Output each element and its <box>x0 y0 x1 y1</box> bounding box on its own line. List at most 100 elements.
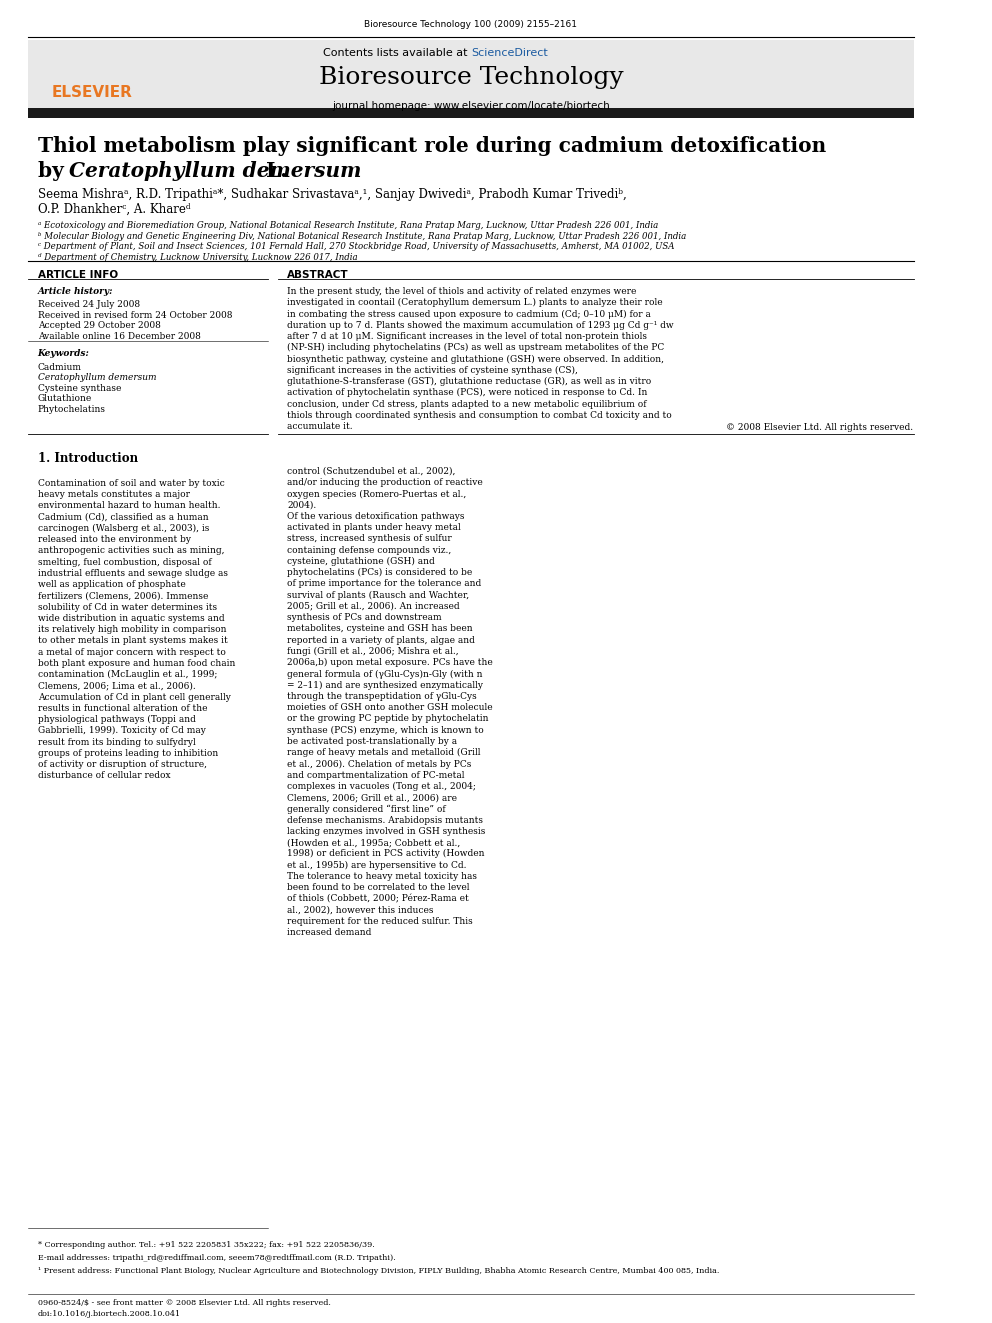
Text: O.P. Dhankherᶜ, A. Khareᵈ: O.P. Dhankherᶜ, A. Khareᵈ <box>38 202 190 216</box>
Text: © 2008 Elsevier Ltd. All rights reserved.: © 2008 Elsevier Ltd. All rights reserved… <box>726 423 914 433</box>
Text: both plant exposure and human food chain: both plant exposure and human food chain <box>38 659 235 668</box>
Text: phytochelatins (PCs) is considered to be: phytochelatins (PCs) is considered to be <box>288 569 472 577</box>
Text: journal homepage: www.elsevier.com/locate/biortech: journal homepage: www.elsevier.com/locat… <box>332 101 610 111</box>
Text: thiols through coordinated synthesis and consumption to combat Cd toxicity and t: thiols through coordinated synthesis and… <box>288 410 672 419</box>
Text: survival of plants (Rausch and Wachter,: survival of plants (Rausch and Wachter, <box>288 590 469 599</box>
Text: metabolites, cysteine and GSH has been: metabolites, cysteine and GSH has been <box>288 624 473 634</box>
Text: of thiols (Cobbett, 2000; Pérez-Rama et: of thiols (Cobbett, 2000; Pérez-Rama et <box>288 894 469 904</box>
Text: and compartmentalization of PC-metal: and compartmentalization of PC-metal <box>288 770 464 779</box>
Text: generally considered “first line” of: generally considered “first line” of <box>288 804 445 814</box>
Text: lacking enzymes involved in GSH synthesis: lacking enzymes involved in GSH synthesi… <box>288 827 486 836</box>
Text: et al., 2006). Chelation of metals by PCs: et al., 2006). Chelation of metals by PC… <box>288 759 471 769</box>
Text: Ceratophyllum demersum: Ceratophyllum demersum <box>68 161 361 181</box>
Text: Clemens, 2006; Lima et al., 2006).: Clemens, 2006; Lima et al., 2006). <box>38 681 195 691</box>
Text: well as application of phosphate: well as application of phosphate <box>38 579 186 589</box>
Text: Glutathione: Glutathione <box>38 394 92 404</box>
Text: = 2–11) and are synthesized enzymatically: = 2–11) and are synthesized enzymaticall… <box>288 680 483 689</box>
Text: environmental hazard to human health.: environmental hazard to human health. <box>38 501 220 511</box>
Text: be activated post-translationally by a: be activated post-translationally by a <box>288 737 457 746</box>
Text: anthropogenic activities such as mining,: anthropogenic activities such as mining, <box>38 546 224 556</box>
Text: ARTICLE INFO: ARTICLE INFO <box>38 270 118 280</box>
Text: conclusion, under Cd stress, plants adapted to a new metabolic equilibrium of: conclusion, under Cd stress, plants adap… <box>288 400 647 409</box>
Text: requirement for the reduced sulfur. This: requirement for the reduced sulfur. This <box>288 917 473 926</box>
Text: biosynthetic pathway, cysteine and glutathione (GSH) were observed. In addition,: biosynthetic pathway, cysteine and gluta… <box>288 355 665 364</box>
Text: Keywords:: Keywords: <box>38 349 89 359</box>
Text: stress, increased synthesis of sulfur: stress, increased synthesis of sulfur <box>288 534 452 544</box>
Text: doi:10.1016/j.biortech.2008.10.041: doi:10.1016/j.biortech.2008.10.041 <box>38 1310 181 1318</box>
Text: ELSEVIER: ELSEVIER <box>52 85 133 99</box>
Text: 2005; Grill et al., 2006). An increased: 2005; Grill et al., 2006). An increased <box>288 602 460 611</box>
Text: control (Schutzendubel et al., 2002),: control (Schutzendubel et al., 2002), <box>288 467 455 476</box>
Text: Accepted 29 October 2008: Accepted 29 October 2008 <box>38 321 161 331</box>
Text: in combating the stress caused upon exposure to cadmium (Cd; 0–10 μM) for a: in combating the stress caused upon expo… <box>288 310 651 319</box>
Text: ᵇ Molecular Biology and Genetic Engineering Div, National Botanical Research Ins: ᵇ Molecular Biology and Genetic Engineer… <box>38 232 685 241</box>
Text: investigated in coontail (Ceratophyllum demersum L.) plants to analyze their rol: investigated in coontail (Ceratophyllum … <box>288 298 663 307</box>
Text: range of heavy metals and metalloid (Grill: range of heavy metals and metalloid (Gri… <box>288 749 481 757</box>
Text: et al., 1995b) are hypersensitive to Cd.: et al., 1995b) are hypersensitive to Cd. <box>288 861 467 869</box>
Text: Clemens, 2006; Grill et al., 2006) are: Clemens, 2006; Grill et al., 2006) are <box>288 794 457 802</box>
Text: released into the environment by: released into the environment by <box>38 534 190 544</box>
Text: E-mail addresses: tripathi_rd@rediffmail.com, seeem78@rediffmail.com (R.D. Tripa: E-mail addresses: tripathi_rd@rediffmail… <box>38 1254 396 1262</box>
Text: Contents lists available at: Contents lists available at <box>323 48 471 58</box>
Text: contamination (McLauglin et al., 1999;: contamination (McLauglin et al., 1999; <box>38 669 217 679</box>
Text: 1. Introduction: 1. Introduction <box>38 452 138 466</box>
Text: moieties of GSH onto another GSH molecule: moieties of GSH onto another GSH molecul… <box>288 704 493 712</box>
Text: complexes in vacuoles (Tong et al., 2004;: complexes in vacuoles (Tong et al., 2004… <box>288 782 476 791</box>
Text: Bioresource Technology 100 (2009) 2155–2161: Bioresource Technology 100 (2009) 2155–2… <box>364 20 577 29</box>
Text: Cadmium: Cadmium <box>38 363 81 372</box>
Text: results in functional alteration of the: results in functional alteration of the <box>38 704 207 713</box>
Text: industrial effluents and sewage sludge as: industrial effluents and sewage sludge a… <box>38 569 228 578</box>
Text: solubility of Cd in water determines its: solubility of Cd in water determines its <box>38 602 217 611</box>
Text: carcinogen (Walsberg et al., 2003), is: carcinogen (Walsberg et al., 2003), is <box>38 524 209 533</box>
Text: Of the various detoxification pathways: Of the various detoxification pathways <box>288 512 464 521</box>
Text: or the growing PC peptide by phytochelatin: or the growing PC peptide by phytochelat… <box>288 714 489 724</box>
Text: Ceratophyllum demersum: Ceratophyllum demersum <box>38 373 156 382</box>
Text: Phytochelatins: Phytochelatins <box>38 405 106 414</box>
Text: The tolerance to heavy metal toxicity has: The tolerance to heavy metal toxicity ha… <box>288 872 477 881</box>
Text: ABSTRACT: ABSTRACT <box>288 270 349 280</box>
Text: containing defense compounds viz.,: containing defense compounds viz., <box>288 545 451 554</box>
Text: Thiol metabolism play significant role during cadmium detoxification: Thiol metabolism play significant role d… <box>38 136 826 156</box>
Text: its relatively high mobility in comparison: its relatively high mobility in comparis… <box>38 626 226 634</box>
Text: been found to be correlated to the level: been found to be correlated to the level <box>288 884 470 892</box>
Text: In the present study, the level of thiols and activity of related enzymes were: In the present study, the level of thiol… <box>288 287 637 296</box>
Text: Article history:: Article history: <box>38 287 113 296</box>
Text: Gabbrielli, 1999). Toxicity of Cd may: Gabbrielli, 1999). Toxicity of Cd may <box>38 726 205 736</box>
Text: general formula of (γGlu-Cys)n-Gly (with n: general formula of (γGlu-Cys)n-Gly (with… <box>288 669 483 679</box>
FancyBboxPatch shape <box>28 40 914 110</box>
Text: through the transpeptidation of γGlu-Cys: through the transpeptidation of γGlu-Cys <box>288 692 477 701</box>
Text: ᵃ Ecotoxicology and Bioremediation Group, National Botanical Research Institute,: ᵃ Ecotoxicology and Bioremediation Group… <box>38 221 658 230</box>
Text: after 7 d at 10 μM. Significant increases in the level of total non-protein thio: after 7 d at 10 μM. Significant increase… <box>288 332 647 341</box>
Text: cysteine, glutathione (GSH) and: cysteine, glutathione (GSH) and <box>288 557 435 566</box>
Text: Accumulation of Cd in plant cell generally: Accumulation of Cd in plant cell general… <box>38 692 230 701</box>
Text: ᵈ Department of Chemistry, Lucknow University, Lucknow 226 017, India: ᵈ Department of Chemistry, Lucknow Unive… <box>38 253 357 262</box>
Text: ᶜ Department of Plant, Soil and Insect Sciences, 101 Fernald Hall, 270 Stockbrid: ᶜ Department of Plant, Soil and Insect S… <box>38 242 675 251</box>
Text: and/or inducing the production of reactive: and/or inducing the production of reacti… <box>288 478 483 487</box>
Text: al., 2002), however this induces: al., 2002), however this induces <box>288 905 434 914</box>
Text: result from its binding to sulfydryl: result from its binding to sulfydryl <box>38 738 195 746</box>
Text: duration up to 7 d. Plants showed the maximum accumulation of 1293 μg Cd g⁻¹ dw: duration up to 7 d. Plants showed the ma… <box>288 320 674 329</box>
Text: (NP-SH) including phytochelatins (PCs) as well as upstream metabolites of the PC: (NP-SH) including phytochelatins (PCs) a… <box>288 343 665 352</box>
Text: Bioresource Technology: Bioresource Technology <box>318 66 623 89</box>
Text: physiological pathways (Toppi and: physiological pathways (Toppi and <box>38 714 195 724</box>
Text: accumulate it.: accumulate it. <box>288 422 353 431</box>
Text: of activity or disruption of structure,: of activity or disruption of structure, <box>38 759 206 769</box>
Text: glutathione-S-transferase (GST), glutathione reductase (GR), as well as in vitro: glutathione-S-transferase (GST), glutath… <box>288 377 652 386</box>
Text: groups of proteins leading to inhibition: groups of proteins leading to inhibition <box>38 749 218 758</box>
Text: Available online 16 December 2008: Available online 16 December 2008 <box>38 332 200 341</box>
Text: ScienceDirect: ScienceDirect <box>471 48 548 58</box>
Bar <box>28 108 914 118</box>
Text: Seema Mishraᵃ, R.D. Tripathiᵃ*, Sudhakar Srivastavaᵃ,¹, Sanjay Dwivediᵃ, Prabodh: Seema Mishraᵃ, R.D. Tripathiᵃ*, Sudhakar… <box>38 188 626 201</box>
Text: Received 24 July 2008: Received 24 July 2008 <box>38 300 140 310</box>
Text: fertilizers (Clemens, 2006). Immense: fertilizers (Clemens, 2006). Immense <box>38 591 208 601</box>
Text: disturbance of cellular redox: disturbance of cellular redox <box>38 771 171 781</box>
Text: Received in revised form 24 October 2008: Received in revised form 24 October 2008 <box>38 311 232 320</box>
Text: 0960-8524/$ - see front matter © 2008 Elsevier Ltd. All rights reserved.: 0960-8524/$ - see front matter © 2008 El… <box>38 1299 330 1307</box>
Text: ¹ Present address: Functional Plant Biology, Nuclear Agriculture and Biotechnolo: ¹ Present address: Functional Plant Biol… <box>38 1267 719 1275</box>
Text: (Howden et al., 1995a; Cobbett et al.,: (Howden et al., 1995a; Cobbett et al., <box>288 839 460 847</box>
Text: reported in a variety of plants, algae and: reported in a variety of plants, algae a… <box>288 635 475 644</box>
Text: Contamination of soil and water by toxic: Contamination of soil and water by toxic <box>38 479 224 488</box>
Text: of prime importance for the tolerance and: of prime importance for the tolerance an… <box>288 579 481 589</box>
Text: activation of phytochelatin synthase (PCS), were noticed in response to Cd. In: activation of phytochelatin synthase (PC… <box>288 389 648 397</box>
Text: Cadmium (Cd), classified as a human: Cadmium (Cd), classified as a human <box>38 512 208 521</box>
